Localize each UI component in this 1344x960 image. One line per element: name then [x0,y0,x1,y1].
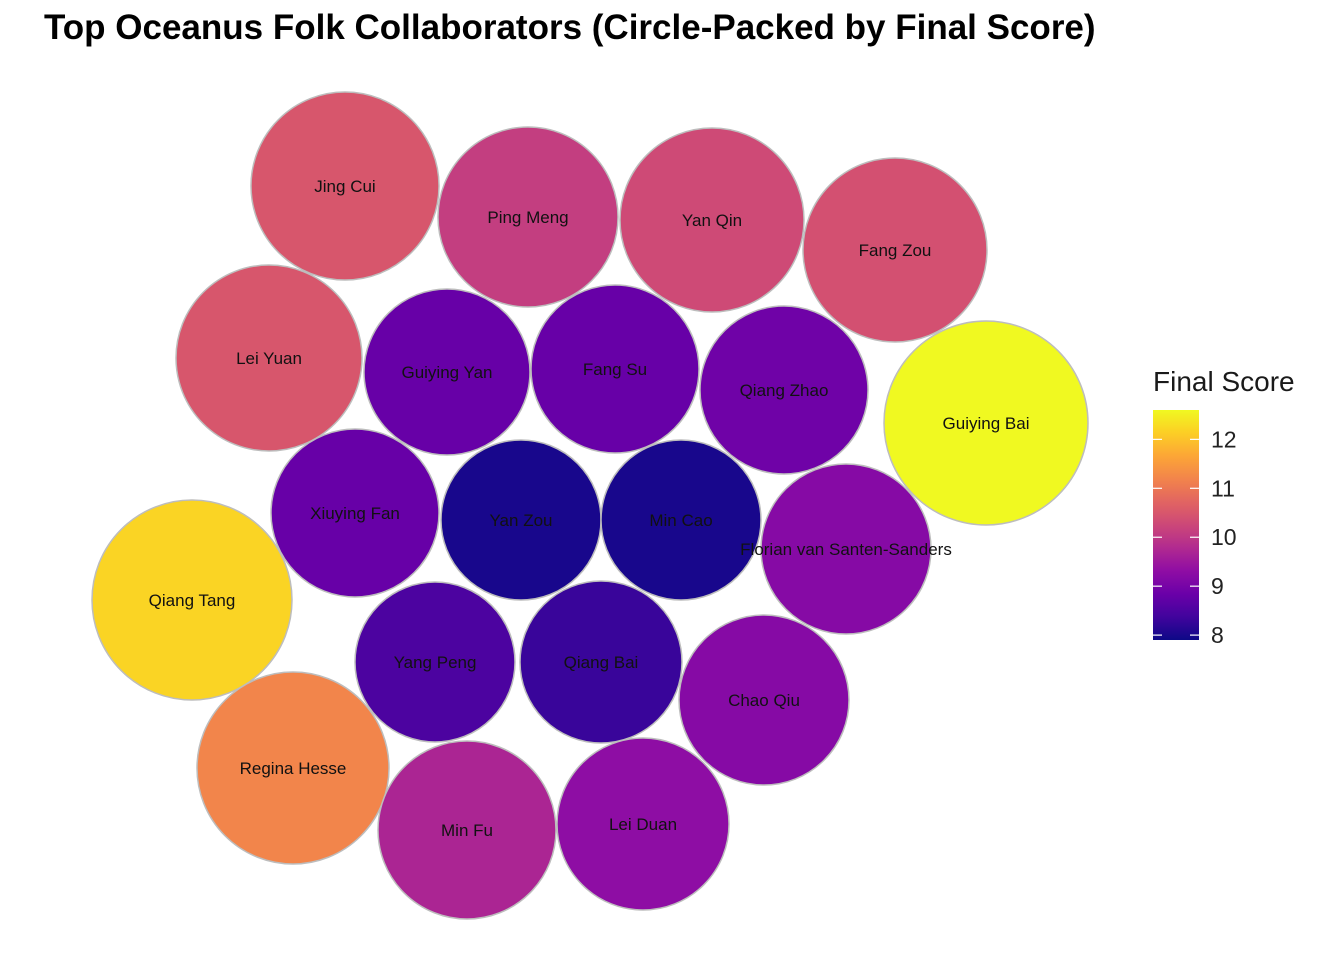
bubble-min-cao [600,439,762,601]
bubble-qiang-bai [519,580,683,744]
bubble-yan-qin [619,127,805,313]
bubble-label-qiang-tang: Qiang Tang [149,591,236,610]
bubble-label-yang-peng: Yang Peng [394,653,477,672]
legend-title: Final Score [1153,366,1295,397]
bubble-regina-hesse [196,671,390,865]
bubble-guiying-bai [883,320,1089,526]
bubble-label-lei-duan: Lei Duan [609,815,677,834]
legend-tick-label: 11 [1211,475,1235,501]
bubble-guiying-yan [363,288,531,456]
legend-gradient-bar [1153,410,1199,640]
bubble-label-jing-cui: Jing Cui [314,177,375,196]
bubble-label-lei-yuan: Lei Yuan [236,349,302,368]
bubble-fang-zou [802,157,988,343]
legend-colorbar: 8 9 10 11 12 [1153,410,1237,648]
chart-title: Top Oceanus Folk Collaborators (Circle-P… [44,8,1096,47]
bubble-label-guiying-yan: Guiying Yan [401,363,492,382]
legend-tick-label: 12 [1211,426,1237,452]
bubble-fang-su [530,284,700,454]
bubble-min-fu [377,740,557,920]
color-legend: Final Score 8 9 10 11 12 [1150,366,1330,656]
bubble-qiang-zhao [699,305,869,475]
legend-tick-label: 9 [1211,573,1224,599]
bubble-label-qiang-zhao: Qiang Zhao [740,381,829,400]
bubble-jing-cui [250,91,440,281]
bubble-label-min-cao: Min Cao [649,511,712,530]
bubble-label-florian-van-santen-sanders: Florian van Santen-Sanders [740,540,952,559]
bubble-label-min-fu: Min Fu [441,821,493,840]
bubble-label-yan-zou: Yan Zou [489,511,552,530]
bubble-label-fang-su: Fang Su [583,360,647,379]
bubble-label-fang-zou: Fang Zou [859,241,932,260]
bubble-label-xiuying-fan: Xiuying Fan [310,504,400,523]
bubble-label-guiying-bai: Guiying Bai [943,414,1030,433]
bubble-label-ping-meng: Ping Meng [487,208,568,227]
bubble-lei-duan [556,737,730,911]
bubble-chao-qiu [678,614,850,786]
bubble-label-regina-hesse: Regina Hesse [240,759,347,778]
bubble-yang-peng [354,581,516,743]
circle-pack-plot: Jing Cui Ping Meng Yan Qin Fang Zou Lei Yuan… [91,91,1089,920]
bubble-xiuying-fan [270,428,440,598]
bubble-label-qiang-bai: Qiang Bai [564,653,639,672]
bubble-lei-yuan [175,264,363,452]
bubble-label-yan-qin: Yan Qin [682,211,742,230]
bubble-florian-van-santen-sanders [760,463,932,635]
legend-tick-label: 10 [1211,524,1237,550]
bubble-qiang-tang [91,499,293,701]
legend-tick-label: 8 [1211,622,1224,648]
bubble-ping-meng [437,126,619,308]
bubble-label-chao-qiu: Chao Qiu [728,691,800,710]
